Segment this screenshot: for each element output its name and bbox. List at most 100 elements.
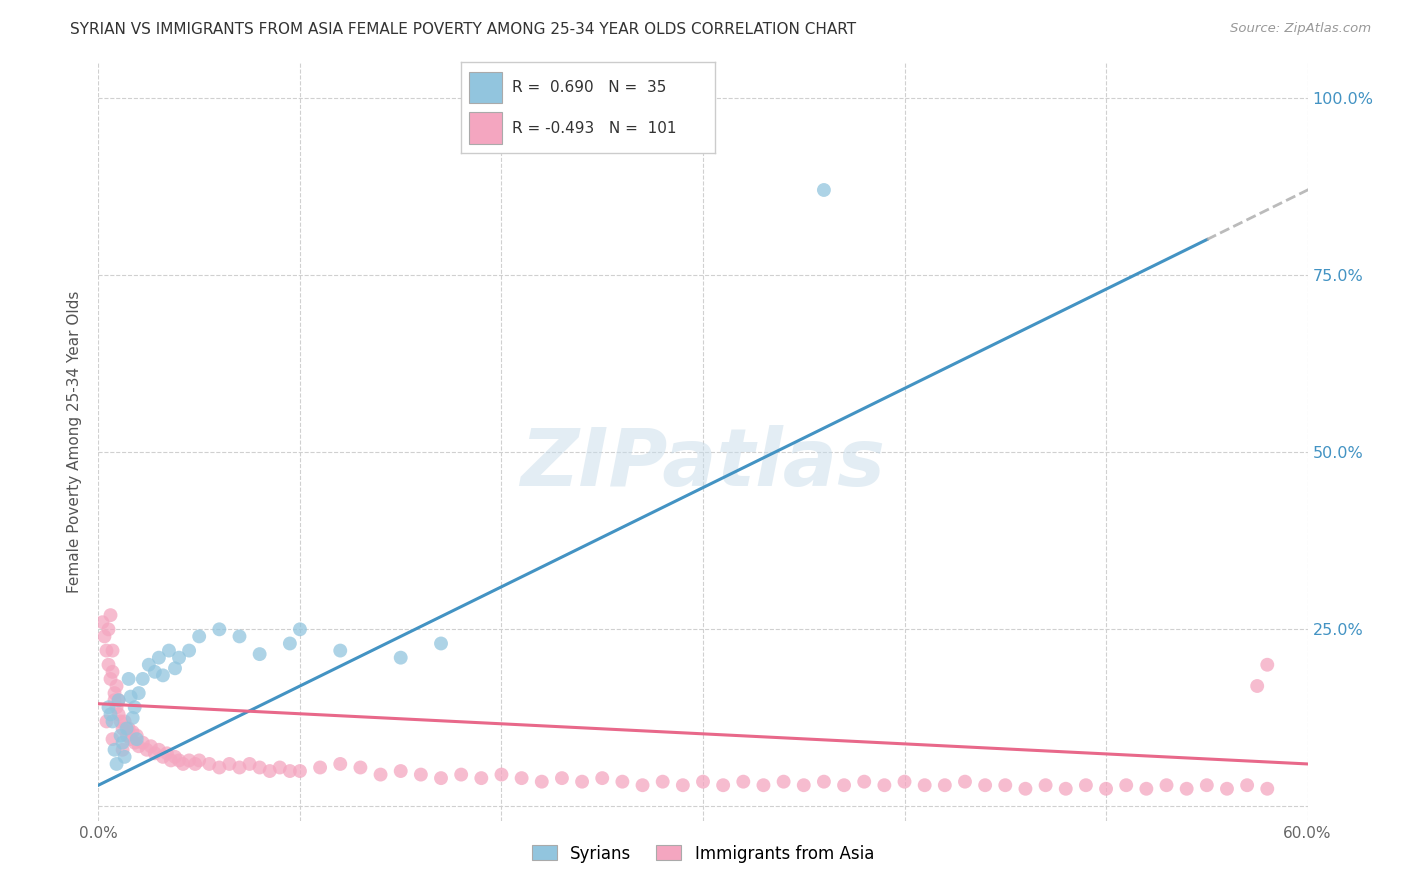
Point	[121, 711, 143, 725]
Point	[832, 778, 855, 792]
Point	[101, 665, 124, 679]
Point	[135, 743, 157, 757]
Point	[111, 743, 134, 757]
Point	[1035, 778, 1057, 792]
Point	[148, 743, 170, 757]
Point	[278, 764, 301, 778]
Point	[184, 756, 207, 771]
Point	[551, 771, 574, 785]
Point	[198, 756, 221, 771]
Point	[631, 778, 654, 792]
Point	[163, 661, 186, 675]
Point	[103, 693, 125, 707]
Point	[953, 774, 976, 789]
Point	[97, 657, 120, 672]
Point	[752, 778, 775, 792]
Point	[259, 764, 281, 778]
Point	[100, 707, 122, 722]
Point	[288, 623, 311, 637]
Point	[218, 756, 240, 771]
Point	[249, 647, 271, 661]
Point	[132, 736, 155, 750]
Point	[160, 753, 183, 767]
Point	[208, 760, 231, 774]
Point	[139, 739, 162, 754]
Point	[100, 672, 122, 686]
Point	[120, 690, 142, 704]
Point	[1095, 781, 1118, 796]
Point	[269, 760, 291, 774]
Point	[105, 679, 128, 693]
Point	[97, 700, 120, 714]
Point	[110, 714, 132, 729]
Point	[97, 623, 120, 637]
Point	[115, 729, 138, 743]
Point	[157, 643, 180, 657]
Point	[994, 778, 1017, 792]
Point	[733, 774, 755, 789]
Point	[128, 686, 150, 700]
Point	[111, 722, 134, 736]
Point	[591, 771, 613, 785]
Legend: Syrians, Immigrants from Asia: Syrians, Immigrants from Asia	[526, 838, 880, 869]
Point	[103, 743, 125, 757]
Point	[571, 774, 593, 789]
Point	[1156, 778, 1178, 792]
Point	[530, 774, 553, 789]
Point	[430, 636, 453, 650]
Point	[1256, 781, 1278, 796]
Point	[107, 693, 129, 707]
Point	[249, 760, 271, 774]
Point	[115, 722, 138, 736]
Point	[389, 650, 412, 665]
Point	[101, 714, 124, 729]
Point	[1195, 778, 1218, 792]
Point	[148, 650, 170, 665]
Point	[1135, 781, 1157, 796]
Point	[329, 756, 352, 771]
Point	[278, 636, 301, 650]
Point	[430, 771, 453, 785]
Point	[124, 700, 146, 714]
Point	[692, 774, 714, 789]
Point	[152, 668, 174, 682]
Point	[188, 629, 211, 643]
Point	[309, 760, 332, 774]
Point	[143, 665, 166, 679]
Point	[510, 771, 533, 785]
Point	[1115, 778, 1137, 792]
Point	[167, 650, 190, 665]
Point	[125, 729, 148, 743]
Point	[239, 756, 262, 771]
Point	[111, 736, 134, 750]
Point	[172, 756, 194, 771]
Point	[389, 764, 412, 778]
Point	[91, 615, 114, 630]
Point	[125, 732, 148, 747]
Point	[1054, 781, 1077, 796]
Point	[612, 774, 634, 789]
Point	[813, 183, 835, 197]
Point	[470, 771, 492, 785]
Point	[1074, 778, 1097, 792]
Point	[163, 750, 186, 764]
Point	[1175, 781, 1198, 796]
Point	[114, 750, 136, 764]
Point	[208, 623, 231, 637]
Point	[179, 753, 201, 767]
Point	[349, 760, 371, 774]
Point	[1246, 679, 1268, 693]
Point	[107, 693, 129, 707]
Point	[450, 767, 472, 781]
Point	[1014, 781, 1036, 796]
Point	[934, 778, 956, 792]
Point	[152, 750, 174, 764]
Point	[651, 774, 673, 789]
Point	[96, 714, 118, 729]
Point	[105, 700, 128, 714]
Point	[228, 760, 250, 774]
Point	[121, 725, 143, 739]
Point	[491, 767, 513, 781]
Point	[143, 747, 166, 761]
Point	[893, 774, 915, 789]
